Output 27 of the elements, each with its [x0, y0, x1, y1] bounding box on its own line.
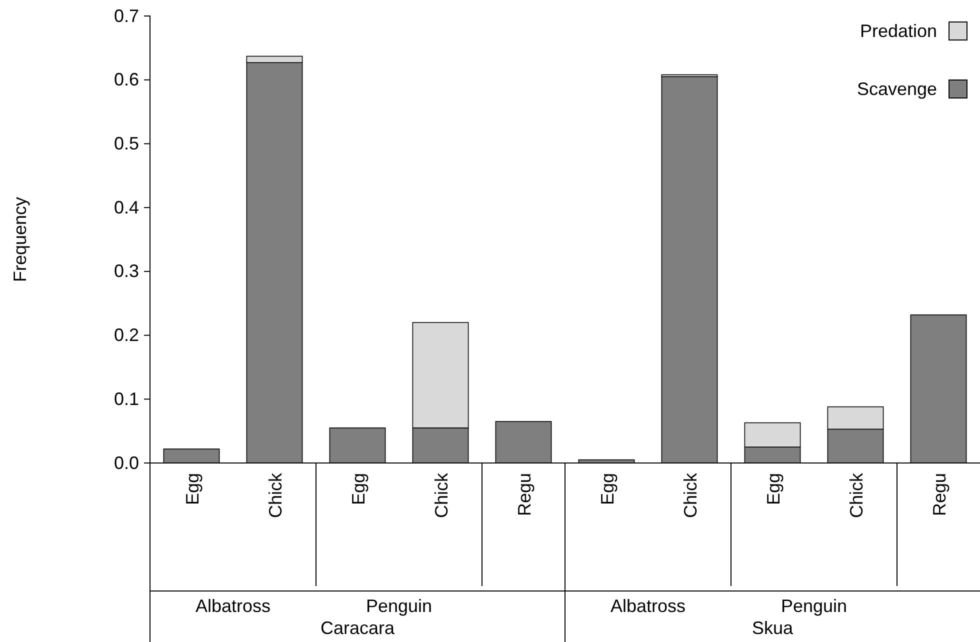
- y-tick-label: 0.1: [114, 388, 139, 409]
- x-tick-label: Egg: [764, 473, 784, 506]
- text: Penguin: [366, 596, 432, 616]
- x-tick-label: Egg: [182, 473, 202, 506]
- y-tick-label: 0.3: [114, 261, 139, 282]
- y-tick-label: 0.2: [114, 325, 139, 346]
- legend-label: Predation: [860, 21, 937, 41]
- x-tick-label: Chick: [432, 472, 452, 518]
- legend-label: Scavenge: [856, 79, 937, 99]
- text: Skua: [752, 618, 794, 638]
- x-tick-label: Chick: [266, 472, 286, 518]
- x-tick-label: Regu: [930, 473, 950, 516]
- y-tick-label: 0.7: [114, 6, 139, 26]
- y-tick-label: 0.5: [114, 133, 139, 154]
- text: Caracara: [320, 618, 396, 638]
- x-tick-label: Egg: [348, 473, 368, 506]
- x-tick-label: Chick: [846, 472, 866, 518]
- y-tick-label: 0.4: [114, 197, 139, 218]
- x-tick-label: Egg: [598, 473, 618, 506]
- x-tick-label: Regu: [514, 473, 534, 516]
- y-tick-label: 0.0: [114, 452, 139, 473]
- y-tick-label: 0.6: [114, 70, 139, 90]
- x-tick-label: Chick: [680, 472, 700, 518]
- text: Albatross: [195, 596, 271, 616]
- text: Albatross: [610, 596, 686, 616]
- y-axis-title: Frequency: [10, 196, 30, 282]
- text: Penguin: [780, 596, 848, 616]
